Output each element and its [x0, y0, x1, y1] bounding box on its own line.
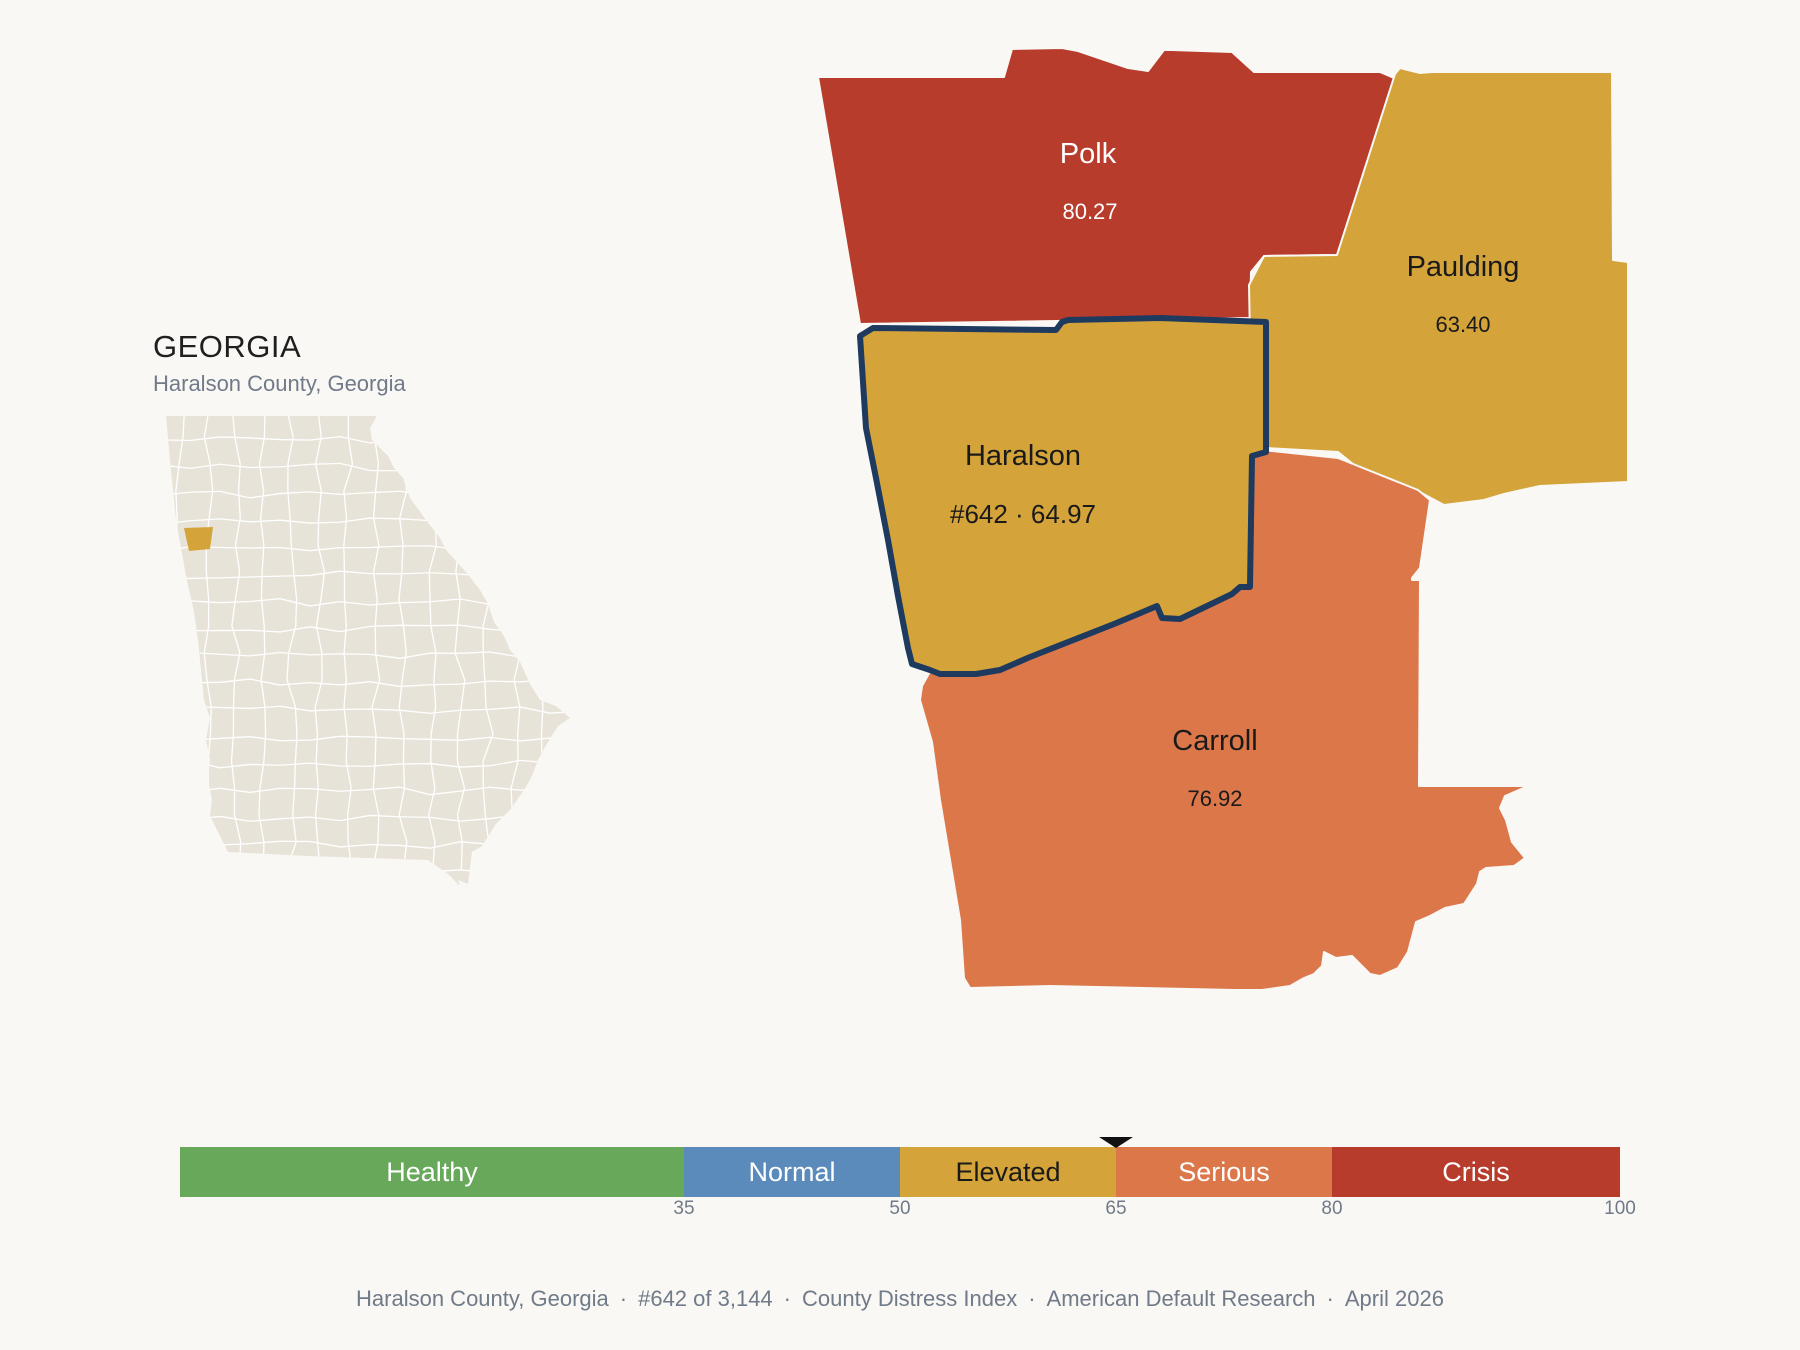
legend-tick: 80: [1321, 1198, 1343, 1219]
carroll-label: Carroll: [1172, 725, 1257, 757]
footer: Haralson County, Georgia · #642 of 3,144 · C…: [0, 1286, 1800, 1312]
haralson-label: Haralson: [965, 440, 1081, 472]
legend-tick: 100: [1604, 1198, 1636, 1219]
state-title: GEORGIA: [153, 329, 302, 364]
county-boundary-line: [258, 416, 267, 870]
legend-tick: 50: [889, 1198, 911, 1219]
haralson-county-shape[interactable]: [857, 315, 1269, 677]
score-marker-icon: [1098, 1137, 1133, 1148]
footer-separator: ·: [783, 1286, 791, 1311]
haralson-inset-highlight: [184, 527, 213, 551]
county-boundary-line: [343, 416, 354, 870]
legend-healthy-label: Healthy: [386, 1156, 478, 1187]
footer-date: April 2026: [1344, 1286, 1444, 1311]
legend-serious: Serious: [1116, 1147, 1332, 1197]
legend-elevated-label: Elevated: [955, 1156, 1061, 1187]
county-boundary-line: [166, 651, 570, 659]
legend-normal-label: Normal: [748, 1156, 836, 1187]
paulding-value: 63.40: [1435, 312, 1490, 337]
legend-elevated: Elevated: [900, 1147, 1116, 1197]
legend-tick: 35: [673, 1198, 695, 1219]
legend-serious-label: Serious: [1178, 1156, 1270, 1187]
georgia-state-shape: [166, 416, 570, 886]
footer-separator: ·: [1326, 1286, 1334, 1311]
county-boundary-line: [314, 416, 326, 870]
footer-separator: ·: [1028, 1286, 1036, 1311]
polk-county-shape[interactable]: [817, 47, 1397, 325]
county-boundary-line: [286, 416, 298, 870]
county-boundary-line: [166, 678, 570, 688]
polk-value: 80.27: [1062, 199, 1117, 224]
distress-legend: Healthy Normal Elevated Serious Crisis: [180, 1147, 1620, 1197]
legend-crisis: Crisis: [1332, 1147, 1620, 1197]
legend-crisis-label: Crisis: [1442, 1156, 1510, 1187]
legend-normal: Normal: [684, 1147, 900, 1197]
haralson-rank-value: #642 · 64.97: [950, 499, 1096, 529]
footer-publisher: American Default Research: [1046, 1286, 1316, 1311]
county-boundary-line: [371, 416, 381, 870]
paulding-label: Paulding: [1407, 251, 1520, 283]
polk-label: Polk: [1060, 138, 1117, 170]
inset-subtitle: Haralson County, Georgia: [153, 371, 406, 396]
footer-separator: ·: [619, 1286, 628, 1311]
legend-healthy: Healthy: [180, 1147, 684, 1197]
footer-index-name: County Distress Index: [802, 1286, 1018, 1311]
footer-county: Haralson County, Georgia: [356, 1286, 609, 1311]
carroll-value: 76.92: [1187, 786, 1242, 811]
footer-rank: #642 of 3,144: [638, 1286, 773, 1311]
county-boundary-line: [230, 416, 242, 870]
legend-tick: 65: [1105, 1198, 1127, 1219]
